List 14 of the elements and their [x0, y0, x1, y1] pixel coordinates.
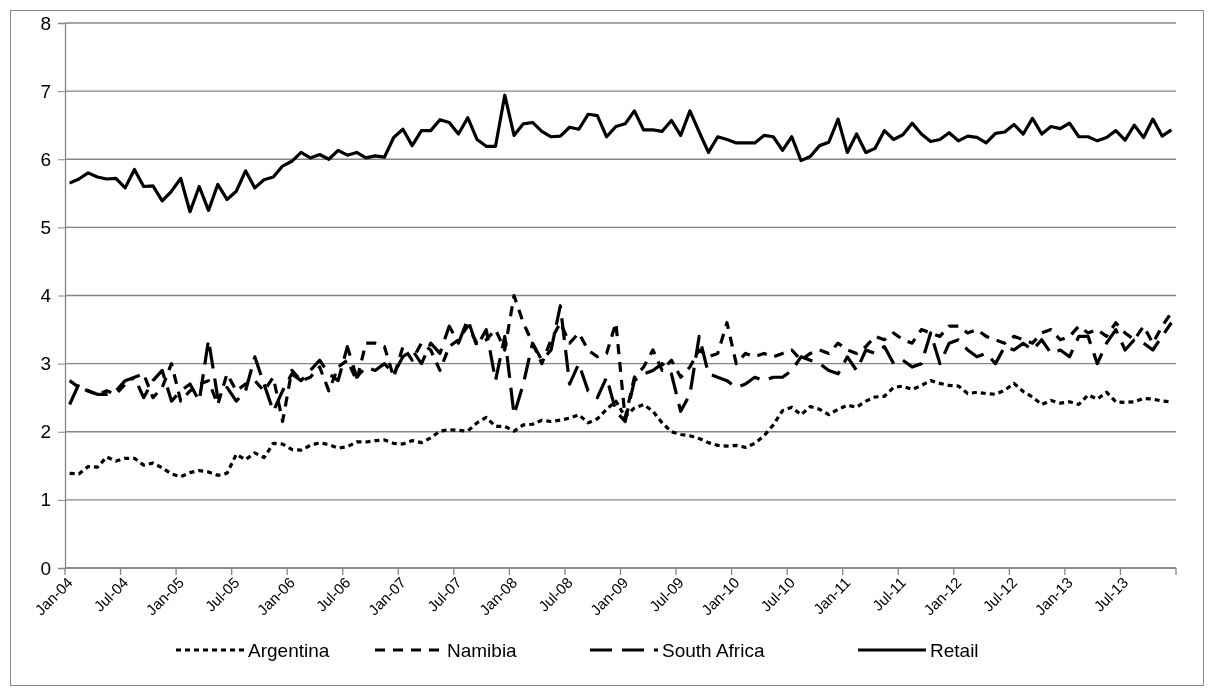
y-tick-label: 0 — [40, 557, 51, 579]
line-series — [68, 93, 1173, 214]
legend-label: Argentina — [248, 639, 330, 661]
legend-label: Retail — [930, 639, 979, 661]
legend-label: South Africa — [662, 639, 765, 661]
y-tick-label: 5 — [40, 216, 51, 238]
y-tick-label: 7 — [40, 80, 51, 102]
legend-label: Namibia — [447, 639, 518, 661]
y-tick-label: 4 — [40, 285, 52, 307]
y-tick-label: 1 — [40, 489, 51, 511]
y-tick-label: 2 — [40, 421, 51, 443]
y-tick-label: 6 — [40, 148, 51, 170]
y-tick-label: 3 — [40, 353, 51, 375]
y-tick-label: 8 — [40, 12, 51, 34]
